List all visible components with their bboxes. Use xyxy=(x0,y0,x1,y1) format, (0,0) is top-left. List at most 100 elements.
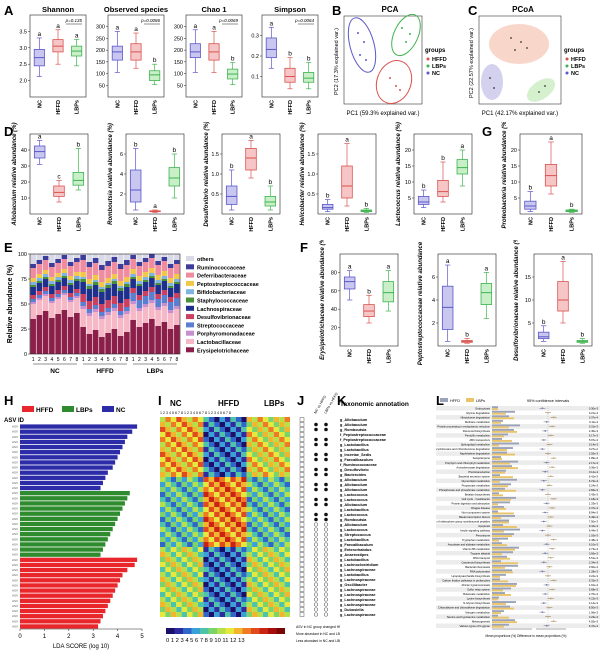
heatmap-cell xyxy=(230,537,236,542)
heatmap-cell xyxy=(246,467,253,472)
heatmap-cell xyxy=(284,462,290,467)
lda-bar xyxy=(20,424,138,429)
j-checkbox xyxy=(299,597,305,602)
stacked-segment xyxy=(80,254,86,255)
box-nc xyxy=(129,169,142,203)
heatmap-cell xyxy=(219,467,225,472)
heatmap-cell xyxy=(235,532,242,537)
j-checkbox xyxy=(299,477,305,482)
l-bar-lbps xyxy=(492,526,517,528)
heatmap-cell xyxy=(235,497,242,502)
pathway-label: Sesquiterpene xyxy=(473,456,491,460)
sample-number: 7 xyxy=(169,357,172,363)
l-bar-hffd xyxy=(492,601,516,604)
stacked-segment xyxy=(99,337,105,354)
heatmap-cell xyxy=(273,462,280,467)
j-checkbox xyxy=(299,507,305,512)
asv-id: ASV xyxy=(12,425,18,429)
stacked-segment xyxy=(161,257,168,261)
stacked-segment xyxy=(99,270,105,282)
heatmap-cell xyxy=(284,482,290,487)
j-filled-dot xyxy=(314,482,318,487)
stacked-segment xyxy=(74,313,80,354)
heatmap-cell xyxy=(160,517,166,522)
pcoa-xlabel: PC1 (42.17% explained var.) xyxy=(482,111,558,117)
heatmap-cell xyxy=(165,582,171,587)
j-checkbox xyxy=(299,457,305,462)
asv-id: ASV xyxy=(12,507,18,511)
l-pvalue: 0.37e-4 xyxy=(589,415,599,419)
heatmap-cell xyxy=(176,462,182,467)
heatmap-cell xyxy=(241,537,247,542)
x-group-label: NC xyxy=(37,100,43,108)
heatmap-cell xyxy=(225,512,231,517)
asv-id: ASV xyxy=(12,563,18,567)
heatmap-cell xyxy=(284,452,290,457)
y-tick-label: 0.3 xyxy=(251,34,259,40)
heatmap-cell xyxy=(268,542,274,547)
heatmap-cell xyxy=(273,497,280,502)
j-checkbox xyxy=(299,482,305,487)
heatmap-cell xyxy=(203,502,209,507)
heatmap-cell xyxy=(241,557,247,562)
stacked-segment xyxy=(142,254,149,258)
heatmap-cell xyxy=(181,552,188,557)
heatmap-cell xyxy=(252,497,258,502)
heatmap-cell xyxy=(225,597,231,602)
l-bar-lbps xyxy=(492,625,504,628)
heatmap-cell xyxy=(262,492,269,497)
heatmap-cell xyxy=(203,592,209,597)
l-bar-lbps xyxy=(492,544,507,547)
heatmap-cell xyxy=(235,472,242,477)
box-nc xyxy=(524,200,537,210)
heatmap-cell xyxy=(187,562,193,567)
genus-ylabel: Helicobacter relative abundance (%) xyxy=(300,122,306,225)
heatmap-cell xyxy=(273,467,280,472)
heatmap-cell xyxy=(230,442,236,447)
y-tick-label: 4 xyxy=(120,172,123,178)
y-tick-label: 50 xyxy=(99,83,105,89)
heatmap-cell xyxy=(170,602,177,607)
heatmap-cell xyxy=(176,432,182,437)
j-open-dot xyxy=(324,607,329,612)
box-nc xyxy=(537,331,550,340)
l-ci-point xyxy=(545,502,548,505)
heatmap-cell xyxy=(284,532,290,537)
sample-number: 8 xyxy=(75,357,78,363)
heatmap-cell xyxy=(235,492,242,497)
asv-id: ASV xyxy=(12,548,18,552)
heatmap-cell xyxy=(268,532,274,537)
lda-bar xyxy=(20,578,121,583)
asv-id: ASV xyxy=(12,583,18,587)
l-bar-hffd xyxy=(492,605,510,608)
heatmap-cell xyxy=(230,492,236,497)
heatmap-cell xyxy=(203,457,209,462)
stacked-segment xyxy=(55,299,61,314)
heatmap-cell xyxy=(197,557,204,562)
x-group-label: LBPs xyxy=(172,217,178,231)
stacked-segment xyxy=(117,254,124,264)
heatmap-cell xyxy=(187,527,193,532)
asv-id: ASV xyxy=(12,496,18,500)
heatmap-cell xyxy=(214,467,220,472)
x-group-label: HFFD xyxy=(441,217,447,232)
l-ci-point xyxy=(545,543,548,546)
heatmap-cell xyxy=(187,547,193,552)
heatmap-cell xyxy=(176,527,182,532)
y-tick-label: 3.5 xyxy=(19,29,27,35)
j-note-3: Less abundant in NC and LBPs groups in H… xyxy=(296,639,340,643)
heatmap-cell xyxy=(262,577,269,582)
l-pvalue: 3.60e-3 xyxy=(589,565,599,569)
l-pvalue: 5.33e-3 xyxy=(589,579,599,583)
heatmap-cell xyxy=(246,427,253,432)
stacked-segment xyxy=(167,288,174,297)
stacked-segment xyxy=(80,294,86,302)
l-ci-point xyxy=(541,570,544,573)
heatmap-cell xyxy=(279,607,285,612)
l-bar-lbps xyxy=(492,435,504,438)
l-ci-point xyxy=(551,507,554,509)
heatmap-cell xyxy=(214,612,220,617)
heatmap-cell xyxy=(268,502,274,507)
heatmap-cell xyxy=(187,477,193,482)
